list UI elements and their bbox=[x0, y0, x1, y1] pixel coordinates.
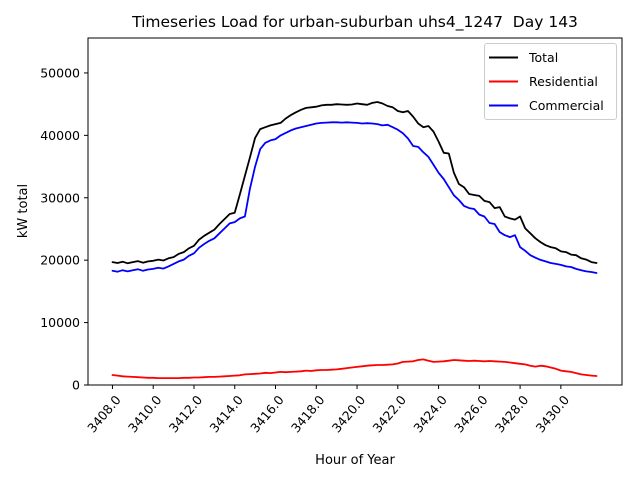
x-tick-label: 3430.0 bbox=[533, 392, 573, 435]
x-tick-label: 3418.0 bbox=[288, 392, 328, 435]
x-tick-label: 3414.0 bbox=[206, 392, 246, 435]
legend-label-residential: Residential bbox=[529, 74, 598, 89]
x-tick-label: 3416.0 bbox=[247, 392, 287, 435]
legend-label-commercial: Commercial bbox=[529, 98, 604, 113]
x-tick-label: 3428.0 bbox=[492, 392, 532, 435]
series-lines bbox=[111, 101, 598, 380]
x-tick-label: 3424.0 bbox=[410, 392, 450, 435]
y-axis-label: kW total bbox=[16, 184, 31, 238]
series-line-total bbox=[111, 101, 598, 265]
y-tick-label: 20000 bbox=[40, 253, 80, 268]
x-tick-label: 3410.0 bbox=[125, 392, 165, 435]
series-line-residential bbox=[111, 358, 598, 380]
x-tick-label: 3408.0 bbox=[84, 392, 124, 435]
legend: Total Residential Commercial bbox=[484, 43, 617, 120]
y-tick-label: 30000 bbox=[40, 190, 80, 205]
y-tick-label: 50000 bbox=[40, 65, 80, 80]
chart-title: Timeseries Load for urban-suburban uhs4_… bbox=[131, 13, 578, 32]
x-tick-label: 3422.0 bbox=[369, 392, 409, 435]
x-axis-label: Hour of Year bbox=[315, 453, 395, 468]
y-tick-label: 10000 bbox=[40, 315, 80, 330]
x-tick-label: 3412.0 bbox=[166, 392, 206, 435]
y-tick-label: 0 bbox=[72, 378, 80, 393]
y-axis-ticks: 0 10000 20000 30000 40000 50000 bbox=[40, 65, 88, 393]
series-line-commercial bbox=[111, 121, 598, 274]
x-axis-ticks: 3408.0 3410.0 3412.0 3414.0 3416.0 3418.0 3420… bbox=[84, 385, 572, 435]
x-tick-label: 3420.0 bbox=[329, 392, 369, 435]
legend-label-total: Total bbox=[528, 50, 558, 65]
legend-box bbox=[484, 43, 617, 120]
y-tick-label: 40000 bbox=[40, 128, 80, 143]
x-tick-label: 3426.0 bbox=[451, 392, 491, 435]
axes-frame bbox=[87, 37, 623, 386]
